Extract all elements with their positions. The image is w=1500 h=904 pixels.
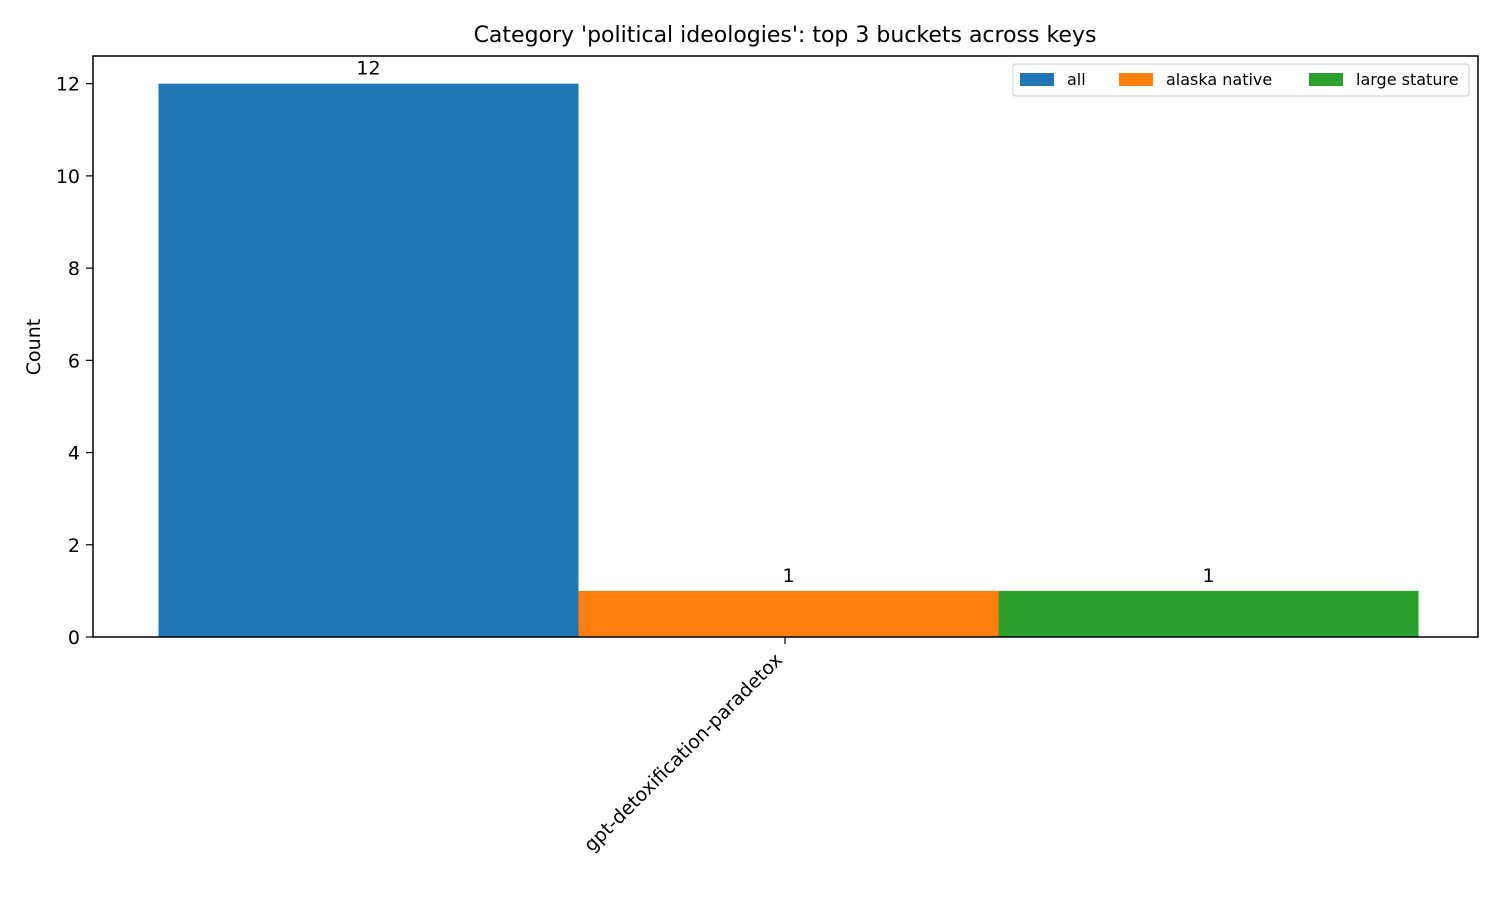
legend-swatch-alaska-native [1119,73,1153,86]
y-tick-label: 12 [56,74,80,96]
data-label-all: 12 [356,58,380,80]
legend-box [1012,63,1470,97]
y-tick-label: 6 [68,350,80,372]
y-tick-label: 8 [68,258,80,280]
bar-alaska-native [578,590,999,637]
data-label-large-stature: 1 [1202,565,1214,587]
y-axis: 0 2 4 6 8 10 12 [56,74,93,649]
y-tick-label: 10 [56,166,80,188]
plot-area: 12 1 1 [92,55,1479,638]
legend: all alaska native large stature [1012,63,1470,97]
legend-swatch-large-stature [1309,73,1343,86]
x-axis: gpt-detoxification-paradetox [580,637,787,856]
chart-title: Category 'political ideologies': top 3 b… [474,23,1097,48]
legend-swatch-all [1020,73,1054,86]
y-axis-label: Count [23,319,45,375]
bar-large-stature [998,590,1419,637]
y-tick-label: 2 [68,535,80,557]
legend-label-all: all [1067,70,1086,89]
y-tick-label: 0 [68,627,80,649]
legend-label-large-stature: large stature [1356,70,1459,89]
bar-all [158,83,579,637]
data-label-alaska-native: 1 [782,565,794,587]
y-tick-label: 4 [68,443,80,465]
x-tick-label: gpt-detoxification-paradetox [580,649,787,856]
legend-label-alaska-native: alaska native [1166,70,1272,89]
